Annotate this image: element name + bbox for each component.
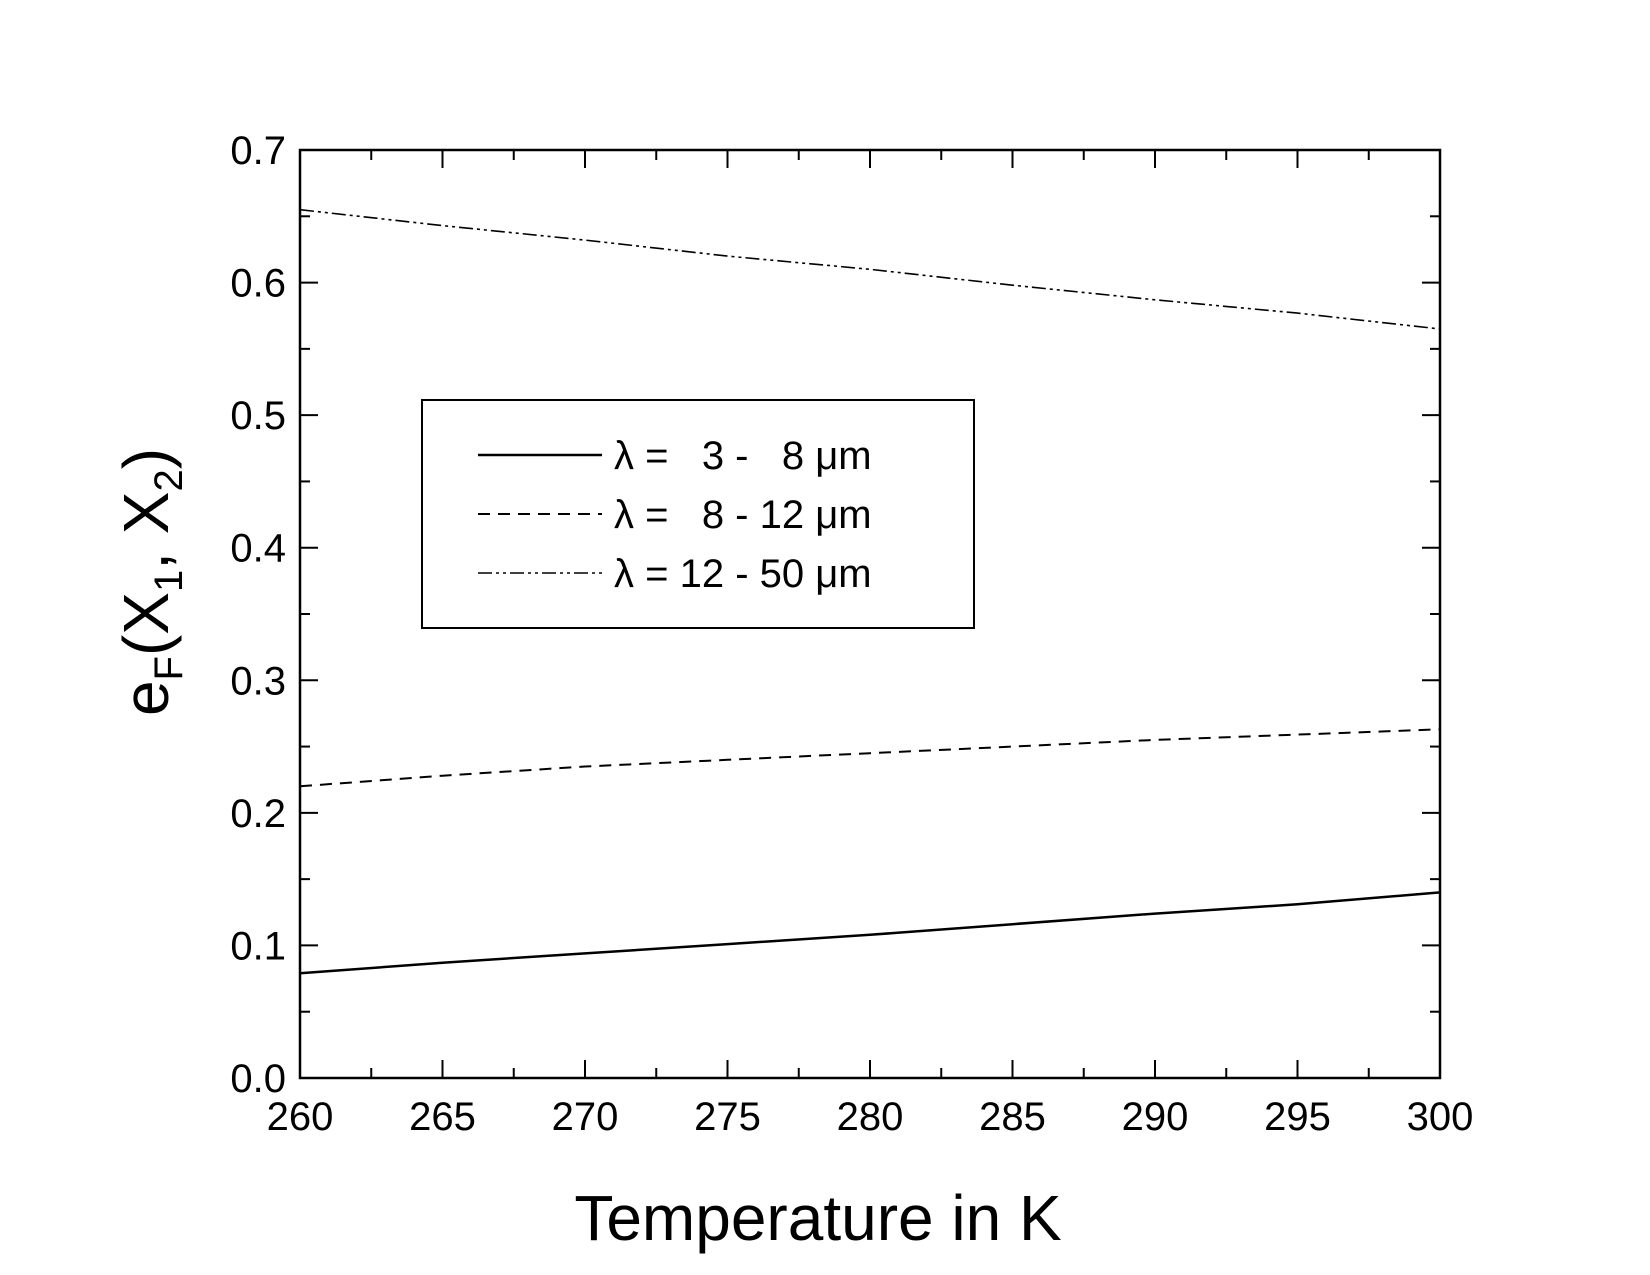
y-axis-title-sub-2: 2 <box>147 469 191 491</box>
axes: 260 265 270 275 280 285 290 295 300 0.0 0.1 0.2 0.3 0… <box>230 129 1473 1139</box>
x-tick-label: 270 <box>552 1095 619 1139</box>
y-tick-label: 0.2 <box>230 792 286 836</box>
x-tick-label: 265 <box>409 1095 476 1139</box>
y-axis-title-base: e <box>110 680 182 716</box>
y-axis-title-mid: , X <box>110 492 182 570</box>
x-tick-label: 275 <box>694 1095 761 1139</box>
legend-label-8-12um: λ = 8 - 12 μm <box>614 493 872 537</box>
legend-label-12-50um: λ = 12 - 50 μm <box>614 552 872 596</box>
x-axis-title: Temperature in K <box>574 1182 1061 1254</box>
y-axis-title-open: (X <box>110 592 182 656</box>
x-tick-label: 280 <box>837 1095 904 1139</box>
y-tick-label: 0.7 <box>230 129 286 173</box>
x-tick-label: 300 <box>1407 1095 1474 1139</box>
y-axis-title: eF(X1, X2) <box>110 448 191 716</box>
series-layer <box>299 208 1441 975</box>
x-tick-label: 295 <box>1264 1095 1331 1139</box>
legend: λ = 3 - 8 μm λ = 8 - 12 μm λ = 12 - 50 μ… <box>421 399 975 629</box>
series-line-3-8um <box>299 891 1441 975</box>
series-line-8-12um <box>299 728 1441 788</box>
y-axis-title-sub-1: 1 <box>147 570 191 592</box>
y-tick-label: 0.1 <box>230 924 286 968</box>
legend-label-3-8um: λ = 3 - 8 μm <box>614 434 872 478</box>
x-tick-label: 290 <box>1122 1095 1189 1139</box>
y-axis-title-sub-f: F <box>147 656 191 680</box>
legend-box <box>421 399 975 629</box>
y-tick-label: 0.0 <box>230 1057 286 1101</box>
series-line-12-50um <box>299 208 1441 330</box>
y-tick-label: 0.5 <box>230 394 286 438</box>
y-tick-label: 0.4 <box>230 527 286 571</box>
y-tick-label: 0.3 <box>230 659 286 703</box>
x-tick-label: 285 <box>979 1095 1046 1139</box>
y-axis-title-close: ) <box>110 448 182 469</box>
x-tick-label: 260 <box>267 1095 334 1139</box>
y-tick-label: 0.6 <box>230 262 286 306</box>
